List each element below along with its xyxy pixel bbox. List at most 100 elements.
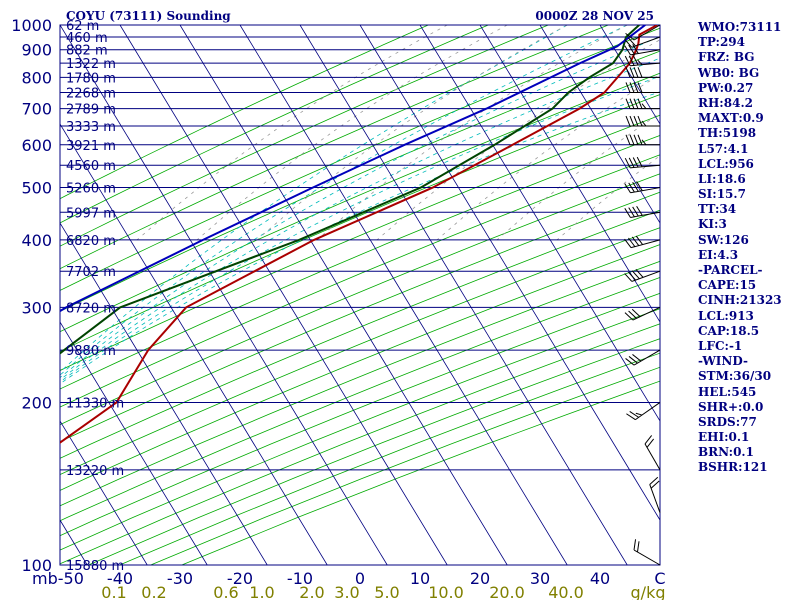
height-label: 15880 m: [66, 559, 124, 574]
wind-barb-feather: [641, 103, 647, 109]
moist-adiabat-line: [60, 25, 628, 376]
wind-barb-feather: [632, 55, 639, 66]
temperature-tick-label: 30: [530, 569, 550, 588]
height-label: 1322 m: [66, 57, 116, 72]
wind-barb: [649, 476, 661, 513]
pressure-tick-label: 700: [21, 100, 52, 119]
wind-barb: [624, 55, 661, 67]
index-item: SI:15.7: [698, 187, 746, 202]
mixing-ratio-label: 1.0: [249, 583, 274, 600]
wind-barb-feather: [628, 55, 635, 66]
wind-barb-feather: [633, 98, 639, 109]
index-item: TP:294: [698, 35, 746, 50]
wind-barb-staff: [635, 402, 661, 421]
wind-barb-feather: [636, 541, 640, 553]
index-item: EI:4.3: [698, 247, 739, 262]
wind-barb-staff: [633, 24, 661, 41]
mixing-ratio-label: 5.0: [374, 583, 399, 600]
wind-barb-feather: [646, 438, 655, 448]
wind-barb-feather: [629, 115, 635, 127]
wind-barb-staff: [649, 484, 661, 513]
wind-barb: [624, 235, 661, 249]
height-label: 882 m: [66, 44, 108, 59]
index-item: -WIND-: [698, 354, 748, 369]
index-item: SW:126: [698, 232, 749, 247]
wind-barb-feather: [628, 237, 636, 247]
wind-barb-staff: [632, 306, 661, 321]
wind-barb-feather: [632, 354, 642, 362]
wind-barb-feather: [636, 181, 643, 191]
pressure-tick-label: 400: [21, 231, 52, 250]
temperature-tick-label: -30: [167, 569, 193, 588]
wind-barb-feather: [624, 45, 631, 56]
wind-barb-feather: [635, 412, 643, 416]
wind-barb-feather: [644, 435, 653, 445]
index-item: BRN:0.1: [698, 445, 754, 460]
index-item: SRDS:77: [698, 414, 757, 429]
isotherm-line: [60, 25, 388, 565]
wind-barb-staff: [630, 187, 661, 194]
index-item: STM:36/30: [698, 369, 772, 384]
index-item: LFC:-1: [698, 338, 743, 353]
wind-barb-feather: [632, 157, 639, 168]
wind-barb: [644, 435, 661, 471]
wind-barb: [625, 134, 660, 146]
wind-barb-feather: [629, 134, 635, 145]
height-label: 3333 m: [66, 120, 116, 135]
wind-barb-feather: [650, 480, 660, 489]
wind-barb-feather: [628, 271, 636, 281]
index-item: WB0: BG: [698, 65, 760, 80]
wind-barb: [625, 67, 660, 78]
mixing-ratio-label: g/kg: [631, 583, 666, 600]
pressure-tick-label: 500: [21, 179, 52, 198]
isotherm-line: [60, 123, 328, 565]
pressure-tick-label: 100: [21, 556, 52, 575]
wind-barb-feather: [649, 476, 659, 485]
wind-barb: [624, 306, 661, 321]
isotherm-line: [60, 222, 268, 565]
isotherm-line: [359, 25, 660, 521]
wind-barb-feather: [628, 182, 635, 193]
wind-barb-feather: [625, 358, 635, 366]
temperature-tick-label: mb-50: [32, 569, 84, 588]
index-item: CAP:18.5: [698, 323, 760, 338]
wind-barb: [624, 268, 661, 282]
height-label: 5997 m: [66, 206, 116, 221]
index-item: MAXT:0.9: [698, 111, 764, 126]
wind-barb-feather: [628, 356, 638, 364]
mixing-ratio-label: 10.0: [428, 583, 464, 600]
temperature-tick-label: 10: [410, 569, 430, 588]
height-label: 9880 m: [66, 344, 116, 359]
isotherm-line: [299, 25, 628, 565]
index-item: SHR+:0.0: [698, 399, 764, 414]
index-item: CINH:21323: [698, 293, 782, 308]
wind-barb-feather: [637, 98, 643, 109]
wind-barb: [625, 82, 660, 93]
wind-barb: [625, 115, 660, 127]
height-label: 11330 m: [66, 396, 124, 411]
wind-barb-feather: [632, 181, 639, 192]
wind-barb-staff: [633, 349, 661, 366]
isotherm-line: [419, 25, 660, 422]
wind-barb-feather: [625, 82, 631, 93]
wind-barb-staff: [630, 62, 661, 67]
moist-adiabat-line: [60, 25, 568, 373]
wind-barb-feather: [637, 82, 643, 93]
wind-barb-feather: [628, 44, 635, 55]
mixing-ratio-label: 0.6: [213, 583, 238, 600]
pressure-tick-label: 900: [21, 41, 52, 60]
isotherm-line: [119, 25, 448, 565]
wind-barb-feather: [632, 206, 639, 217]
wind-barb-feather: [625, 67, 631, 78]
wind-barb-feather: [637, 134, 643, 145]
wind-barb-feather: [628, 37, 636, 47]
valid-time: 0000Z 28 NOV 25: [535, 9, 654, 23]
dewpoint-line: [60, 25, 640, 355]
wind-barb-staff: [631, 270, 661, 282]
wind-barb: [625, 98, 660, 110]
index-item: EHI:0.1: [698, 430, 750, 445]
wind-barb-feather: [633, 67, 639, 78]
wind-barb-feather: [624, 312, 634, 321]
isotherm-line: [60, 321, 208, 565]
height-label: 13220 m: [66, 464, 124, 479]
